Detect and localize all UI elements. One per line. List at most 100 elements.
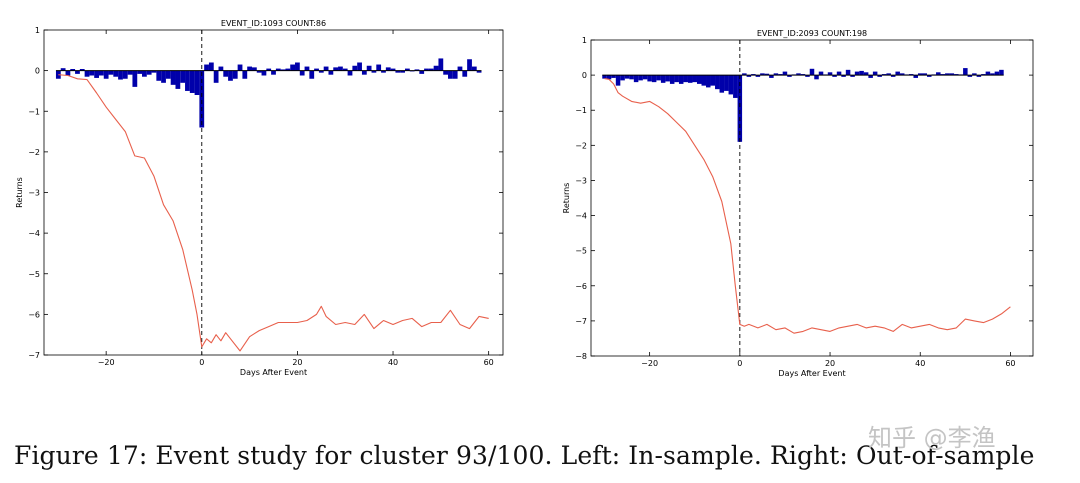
bar [719,75,725,93]
y-tick-label: −2 [575,141,587,150]
bar [65,70,71,76]
bar [424,68,429,71]
x-tick-label: 0 [199,358,204,367]
bar [261,70,267,76]
bar [963,68,968,76]
bar [886,73,891,76]
bar [371,70,377,73]
cumulative-return-line [604,78,1011,334]
plot-frame [43,29,504,356]
bar [800,74,806,76]
bar [218,66,224,71]
bar [98,70,104,76]
bar [333,67,339,71]
bar [706,75,711,88]
bar [75,70,80,74]
x-tick-label: 60 [484,358,494,367]
bar [845,69,851,76]
bar [751,74,756,76]
bar [917,73,923,76]
y-axis-label: Returns [15,177,24,208]
bar [746,75,752,77]
bar [108,70,114,75]
bar [232,70,238,79]
x-tick-label: 20 [825,359,835,368]
watermark-text: 知乎 @李渔 [868,424,996,452]
bar [433,65,439,71]
bar [228,70,233,81]
bar [185,70,190,91]
bar [985,71,991,76]
bar [863,72,869,76]
bar [949,73,955,76]
bar [208,62,214,71]
bar [782,71,788,76]
bar [696,75,702,84]
bar [118,70,123,80]
y-tick-label: −1 [28,107,40,116]
bar [651,75,657,83]
bar [376,64,382,71]
bar [94,70,99,78]
bar [796,73,801,76]
bar [611,75,616,78]
bar [471,66,477,71]
bar [615,75,621,86]
bar [448,70,453,79]
bar [733,75,738,98]
bar [656,75,661,81]
bar [778,74,783,76]
y-tick-label: 1 [582,36,587,45]
bar [328,70,334,75]
bar [760,73,765,76]
bar [395,70,401,73]
bar [237,64,243,71]
bar [647,75,652,82]
bar [271,70,276,75]
plot-frame [590,39,1034,357]
bar [295,62,300,71]
bar [161,70,166,83]
bar [742,73,747,76]
bar [895,71,900,76]
x-axis-label: Days After Event [778,369,845,378]
bar [390,68,396,71]
bar [602,75,607,79]
bar [204,64,209,71]
x-tick-label: −20 [98,358,115,367]
bar [728,75,734,95]
bar [256,70,262,73]
bar [841,75,846,77]
bar [290,64,296,71]
bar [913,75,918,78]
bar [285,68,291,71]
bar [457,66,463,71]
bar [414,69,420,71]
bar [352,65,358,71]
bar [400,70,405,73]
bar [342,68,348,71]
bar [170,70,176,85]
bar [724,75,729,91]
bar [972,73,977,76]
bar [357,62,362,71]
bar [165,70,171,79]
y-tick-label: −4 [575,212,587,221]
bar [180,70,186,83]
bar [89,70,95,76]
bar [419,70,425,74]
bar [266,68,272,71]
bar [859,70,864,76]
bar [385,67,391,71]
bar [438,58,444,71]
bar [818,71,824,76]
bar [606,75,612,80]
bar [990,73,995,76]
bar [710,75,716,86]
bar [701,75,707,86]
bar [113,70,119,77]
bar [683,75,688,83]
bar [669,75,675,84]
y-tick-label: −4 [28,229,40,238]
